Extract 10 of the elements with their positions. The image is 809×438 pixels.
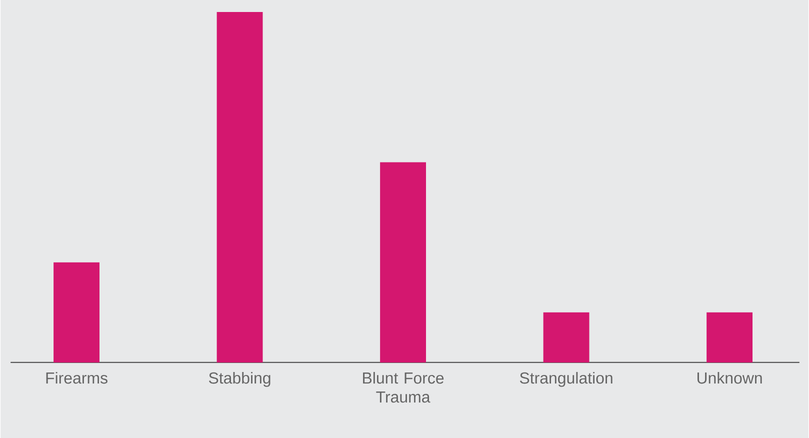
x-tick-label: Stabbing [208,372,270,387]
bar [54,262,100,362]
x-tick-label: Strangulation [520,372,612,387]
x-tick-label: Blunt Force Trauma [363,372,444,402]
x-tick-label: Firearms [46,372,108,384]
x-tick-label: Unknown [697,372,762,384]
bar [380,162,426,362]
bar [543,312,590,362]
bar [706,312,753,362]
bar [216,12,263,362]
